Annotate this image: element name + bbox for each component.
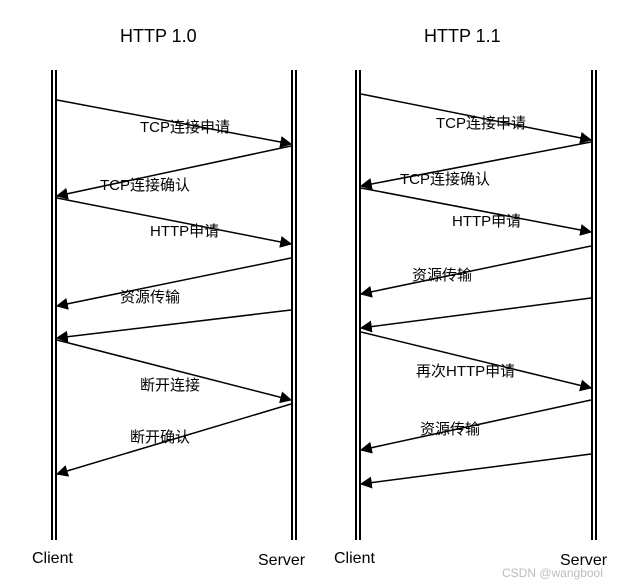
diagram-canvas: HTTP 1.0 HTTP 1.1 Client Server Client S… [0,0,636,583]
right-arrow [361,454,591,484]
left-client-label: Client [32,550,73,568]
diagram-svg [0,0,636,583]
right-arrow [361,246,591,294]
right-arrow [361,298,591,328]
left-msg-label: HTTP申请 [150,220,219,241]
right-msg-label: 资源传输 [412,264,472,285]
right-msg-label: 再次HTTP申请 [416,360,515,381]
left-msg-label: 断开确认 [130,426,190,447]
left-msg-label: TCP连接确认 [100,174,190,195]
left-msg-label: 断开连接 [140,374,200,395]
left-msg-label: TCP连接申请 [140,116,230,137]
left-msg-label: 资源传输 [120,286,180,307]
left-server-label: Server [258,552,305,570]
right-msg-label: HTTP申请 [452,210,521,231]
right-msg-label: TCP连接申请 [436,112,526,133]
right-msg-label: 资源传输 [420,418,480,439]
title-http11: HTTP 1.1 [424,26,501,47]
title-http10: HTTP 1.0 [120,26,197,47]
right-client-label: Client [334,550,375,568]
watermark: CSDN @wangbool [502,566,603,580]
right-msg-label: TCP连接确认 [400,168,490,189]
left-arrow [57,310,291,338]
